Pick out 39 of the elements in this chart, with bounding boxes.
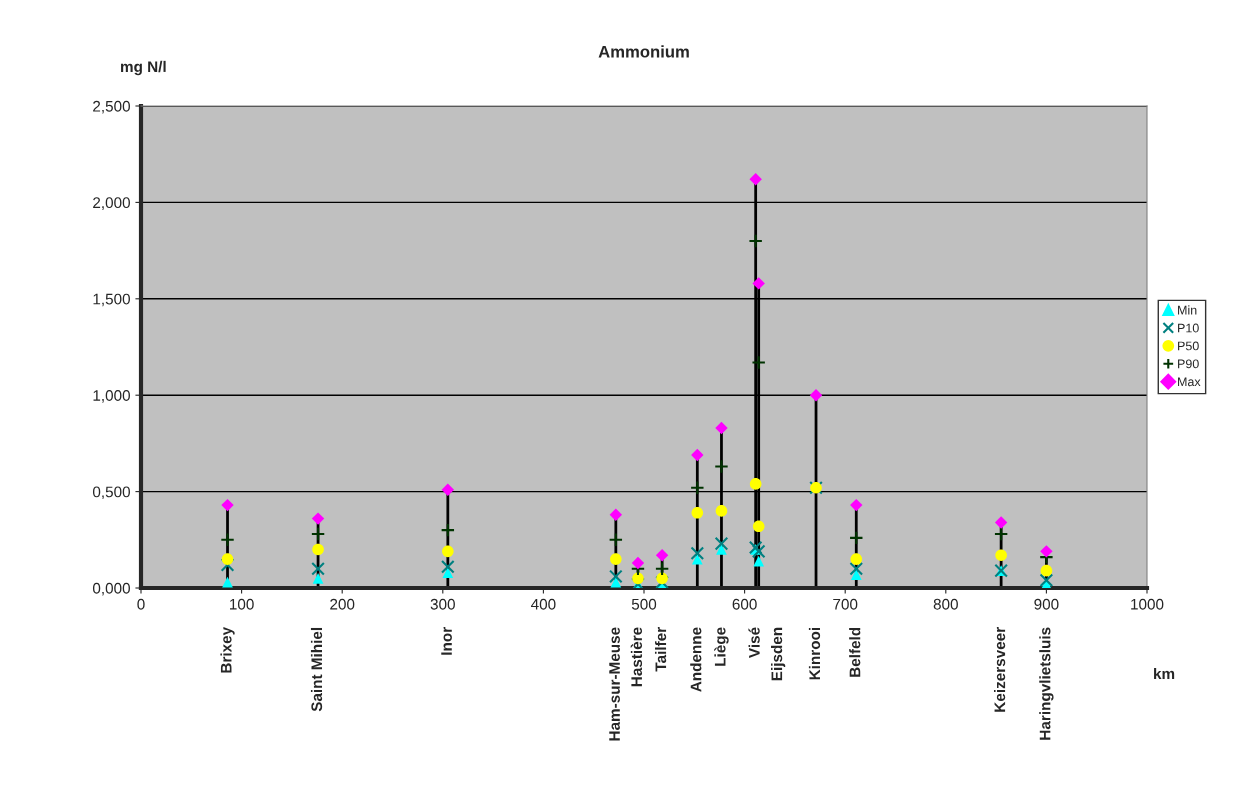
x-tick-label: 700 <box>833 598 858 610</box>
x-axis-title: km <box>1154 667 1175 679</box>
y-tick-label: 0,000 <box>92 582 130 596</box>
text: Haringvlietsluis <box>1039 627 1054 740</box>
x-tick-label: 0 <box>137 598 145 610</box>
x-tick-label: 500 <box>631 598 657 610</box>
x-tick-label: 600 <box>732 598 757 610</box>
x-tick-label: 400 <box>531 598 556 610</box>
x-tick-label: 100 <box>230 598 254 610</box>
text: Keizersveer <box>994 627 1006 712</box>
chart-title: Ammonium <box>598 45 689 58</box>
text: Tailfer <box>654 627 667 672</box>
text: Saint Mihiel <box>310 627 323 712</box>
text: Andenne <box>690 627 702 692</box>
text: Inor <box>441 627 452 655</box>
y-axis-title: mg N/l <box>121 60 166 76</box>
y-tick-label: 0,500 <box>92 486 130 500</box>
x-tick-label: 300 <box>430 598 455 610</box>
text: Liège <box>714 627 729 666</box>
text: Brixey <box>220 626 235 673</box>
y-tick-label: 1,000 <box>93 390 130 403</box>
text: Visé <box>748 627 760 658</box>
x-tick-label: 800 <box>933 598 958 610</box>
x-tick-label: 900 <box>1034 598 1059 610</box>
legend-label: P90 <box>1178 359 1199 369</box>
legend-label: P10 <box>1178 323 1199 333</box>
x-tick-label: 1000 <box>1131 598 1164 610</box>
y-tick-label: 2,500 <box>93 100 130 114</box>
text: Hastière <box>630 627 643 687</box>
legend-label: Max <box>1178 377 1201 387</box>
text: Ham-sur-Meuse <box>609 627 620 741</box>
y-tick-label: 2,000 <box>93 197 130 210</box>
text: Belfeld <box>849 627 861 677</box>
x-tick-label: 200 <box>330 598 355 610</box>
legend-label: Min <box>1178 305 1197 315</box>
legend-label: P50 <box>1178 341 1199 351</box>
text: Kinrooi <box>808 627 821 680</box>
text: Eijsden <box>771 627 786 681</box>
y-tick-label: 1,500 <box>93 293 130 307</box>
